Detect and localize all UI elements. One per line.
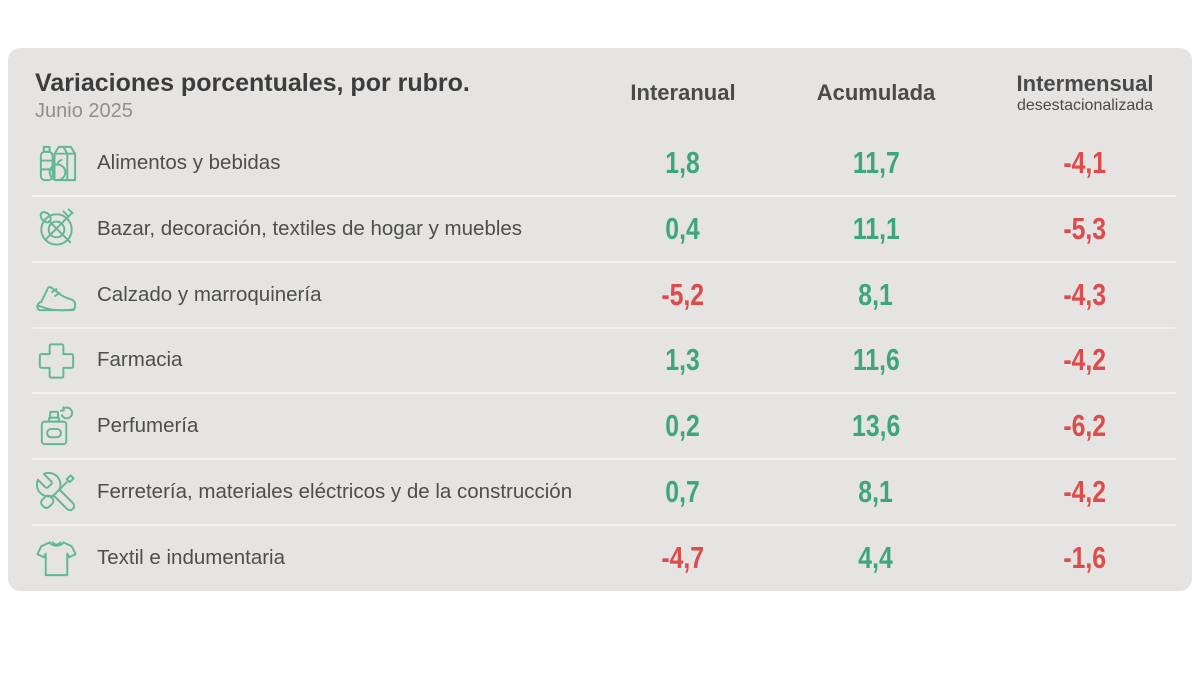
table-row: Alimentos y bebidas 1,8 11,7 -4,1 [8,130,1192,196]
value-interanual: 0,4 [665,210,701,246]
value-acumulada: 11,6 [852,342,900,378]
value-intermensual: -1,6 [1063,540,1107,576]
column-header-label: Interanual [630,79,736,105]
table-row: Bazar, decoración, textiles de hogar y m… [8,194,1192,262]
row-label-cell: Bazar, decoración, textiles de hogar y m… [8,205,596,252]
column-header-label: Acumulada [816,79,936,105]
table-title: Variaciones porcentuales, por rubro. [35,68,470,97]
value-acumulada: 11,1 [852,210,900,246]
tools-icon [33,469,80,516]
value-intermensual: -5,3 [1063,210,1107,246]
column-header-sublabel: desestacionalizada [1016,96,1154,114]
row-label: Calzado y marroquinería [97,282,322,306]
tableware-icon [33,205,80,252]
column-header-label: Intermensual [1016,70,1154,96]
value-acumulada: 8,1 [858,474,894,510]
row-label-cell: Calzado y marroquinería [8,271,596,318]
groceries-icon [33,139,80,186]
table-header: Variaciones porcentuales, por rubro. Jun… [8,48,1192,130]
value-interanual: 1,3 [665,342,701,378]
value-acumulada: 13,6 [851,408,901,444]
row-label: Farmacia [97,348,183,372]
value-intermensual: -4,2 [1063,342,1107,378]
perfume-icon [33,403,80,450]
row-label-cell: Textil e indumentaria [8,535,596,582]
tshirt-icon [33,535,80,582]
value-intermensual: -4,2 [1063,474,1107,510]
table-row: Farmacia 1,3 11,6 -4,2 [8,326,1192,394]
value-intermensual: -4,1 [1063,144,1107,180]
value-acumulada: 8,1 [858,276,894,312]
variations-table-card: Variaciones porcentuales, por rubro. Jun… [8,48,1192,591]
table-row: Ferretería, materiales eléctricos y de l… [8,458,1192,525]
sneaker-icon [33,271,80,318]
table-body: Alimentos y bebidas 1,8 11,7 -4,1 Bazar,… [8,130,1192,591]
table-row: Perfumería 0,2 13,6 -6,2 [8,392,1192,459]
column-header-acumulada: Acumulada [770,79,982,105]
value-interanual: 1,8 [665,144,701,180]
row-label: Bazar, decoración, textiles de hogar y m… [97,216,523,240]
value-interanual: 0,2 [665,408,701,444]
value-acumulada: 11,7 [852,144,900,180]
row-label: Ferretería, materiales eléctricos y de l… [97,480,573,504]
value-intermensual: -4,3 [1063,276,1107,312]
table-row: Calzado y marroquinería -5,2 8,1 -4,3 [8,260,1192,328]
value-acumulada: 4,4 [858,540,894,576]
row-label-cell: Ferretería, materiales eléctricos y de l… [8,469,596,516]
column-header-intermensual: Intermensual desestacionalizada [982,70,1188,115]
row-label-cell: Alimentos y bebidas [8,139,596,186]
row-label: Perfumería [97,414,199,438]
row-label-cell: Perfumería [8,403,596,450]
column-header-interanual: Interanual [596,79,770,105]
value-intermensual: -6,2 [1063,408,1107,444]
value-interanual: -4,7 [661,540,705,576]
value-interanual: 0,7 [665,474,701,510]
row-label: Textil e indumentaria [97,546,286,570]
row-label-cell: Farmacia [8,337,596,384]
table-row: Textil e indumentaria -4,7 4,4 -1,6 [8,524,1192,591]
value-interanual: -5,2 [661,276,705,312]
pharmacy-cross-icon [33,337,80,384]
row-label: Alimentos y bebidas [97,150,281,174]
title-block: Variaciones porcentuales, por rubro. Jun… [8,64,596,123]
table-subtitle: Junio 2025 [35,99,133,122]
